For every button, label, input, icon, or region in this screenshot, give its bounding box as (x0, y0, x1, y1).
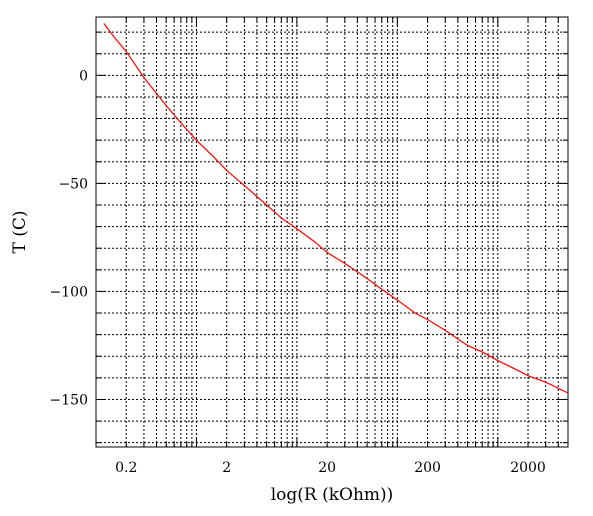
y-axis-title: T (C) (10, 210, 30, 253)
y-tick-label: 0 (79, 68, 88, 84)
x-tick-label: 200 (414, 460, 441, 476)
plot-area-frame (95, 16, 569, 448)
x-tick-label: 2 (222, 460, 231, 476)
x-tick-label: 20 (318, 460, 336, 476)
y-tick-label: −150 (50, 392, 88, 408)
y-tick-label: −50 (58, 176, 88, 192)
grid (96, 17, 568, 447)
x-tick-label: 0.2 (115, 460, 137, 476)
series (103, 23, 568, 394)
x-axis-title: log(R (kOhm)) (271, 485, 394, 505)
y-tick-label: −100 (50, 284, 88, 300)
x-tick-label: 2000 (510, 460, 546, 476)
axis-ticks (96, 17, 568, 447)
series-line (103, 23, 568, 394)
tick-labels: 0.2 2 20 200 2000 0 −50 −100 −150 (50, 68, 546, 476)
